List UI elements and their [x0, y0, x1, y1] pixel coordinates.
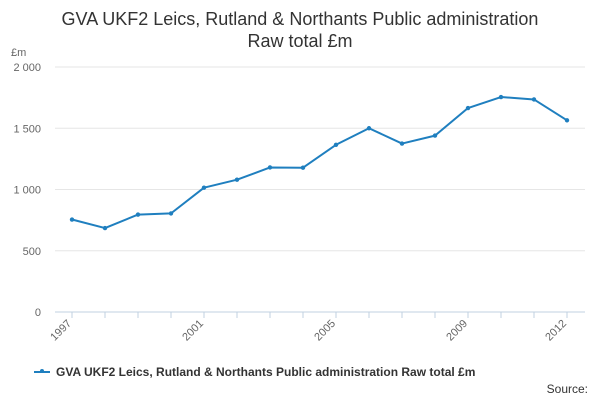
data-point [333, 142, 339, 147]
legend-label: GVA UKF2 Leics, Rutland & Northants Publ… [56, 365, 476, 379]
y-tick-label: 1 000 [13, 185, 41, 197]
y-tick-label: 0 [35, 307, 41, 319]
data-point [366, 126, 372, 131]
series-line [71, 96, 568, 230]
data-point [102, 225, 108, 231]
x-tick-label: 2009 [444, 318, 470, 344]
data-point [399, 141, 405, 146]
x-tick-label: 1997 [48, 318, 74, 344]
data-point [234, 177, 240, 182]
data-point [69, 217, 75, 222]
x-tick-label: 2012 [543, 318, 569, 344]
chart-title-line-2: Raw total £m [247, 31, 353, 51]
x-tick-label: 2005 [312, 318, 338, 344]
data-point [135, 212, 141, 217]
x-tick-label: 2001 [180, 318, 206, 344]
data-point [498, 94, 504, 100]
legend-swatch [34, 369, 50, 373]
data-point [432, 133, 438, 138]
data-point [564, 118, 570, 123]
data-point [531, 97, 537, 102]
data-point [465, 105, 471, 111]
data-point [300, 165, 306, 170]
y-tick-label: 500 [23, 246, 41, 258]
y-axis-label: £m [11, 47, 26, 59]
chart-title: GVA UKF2 Leics, Rutland & Northants Publ… [0, 8, 600, 52]
source-label: Source: [546, 382, 588, 396]
y-tick-label: 2 000 [13, 62, 41, 74]
data-point [267, 165, 273, 170]
data-point [168, 211, 174, 216]
chart-title-line-1: GVA UKF2 Leics, Rutland & Northants Publ… [61, 9, 539, 29]
data-point [201, 185, 207, 190]
legend[interactable]: GVA UKF2 Leics, Rutland & Northants Publ… [34, 365, 475, 379]
y-tick-label: 1 500 [13, 123, 41, 135]
